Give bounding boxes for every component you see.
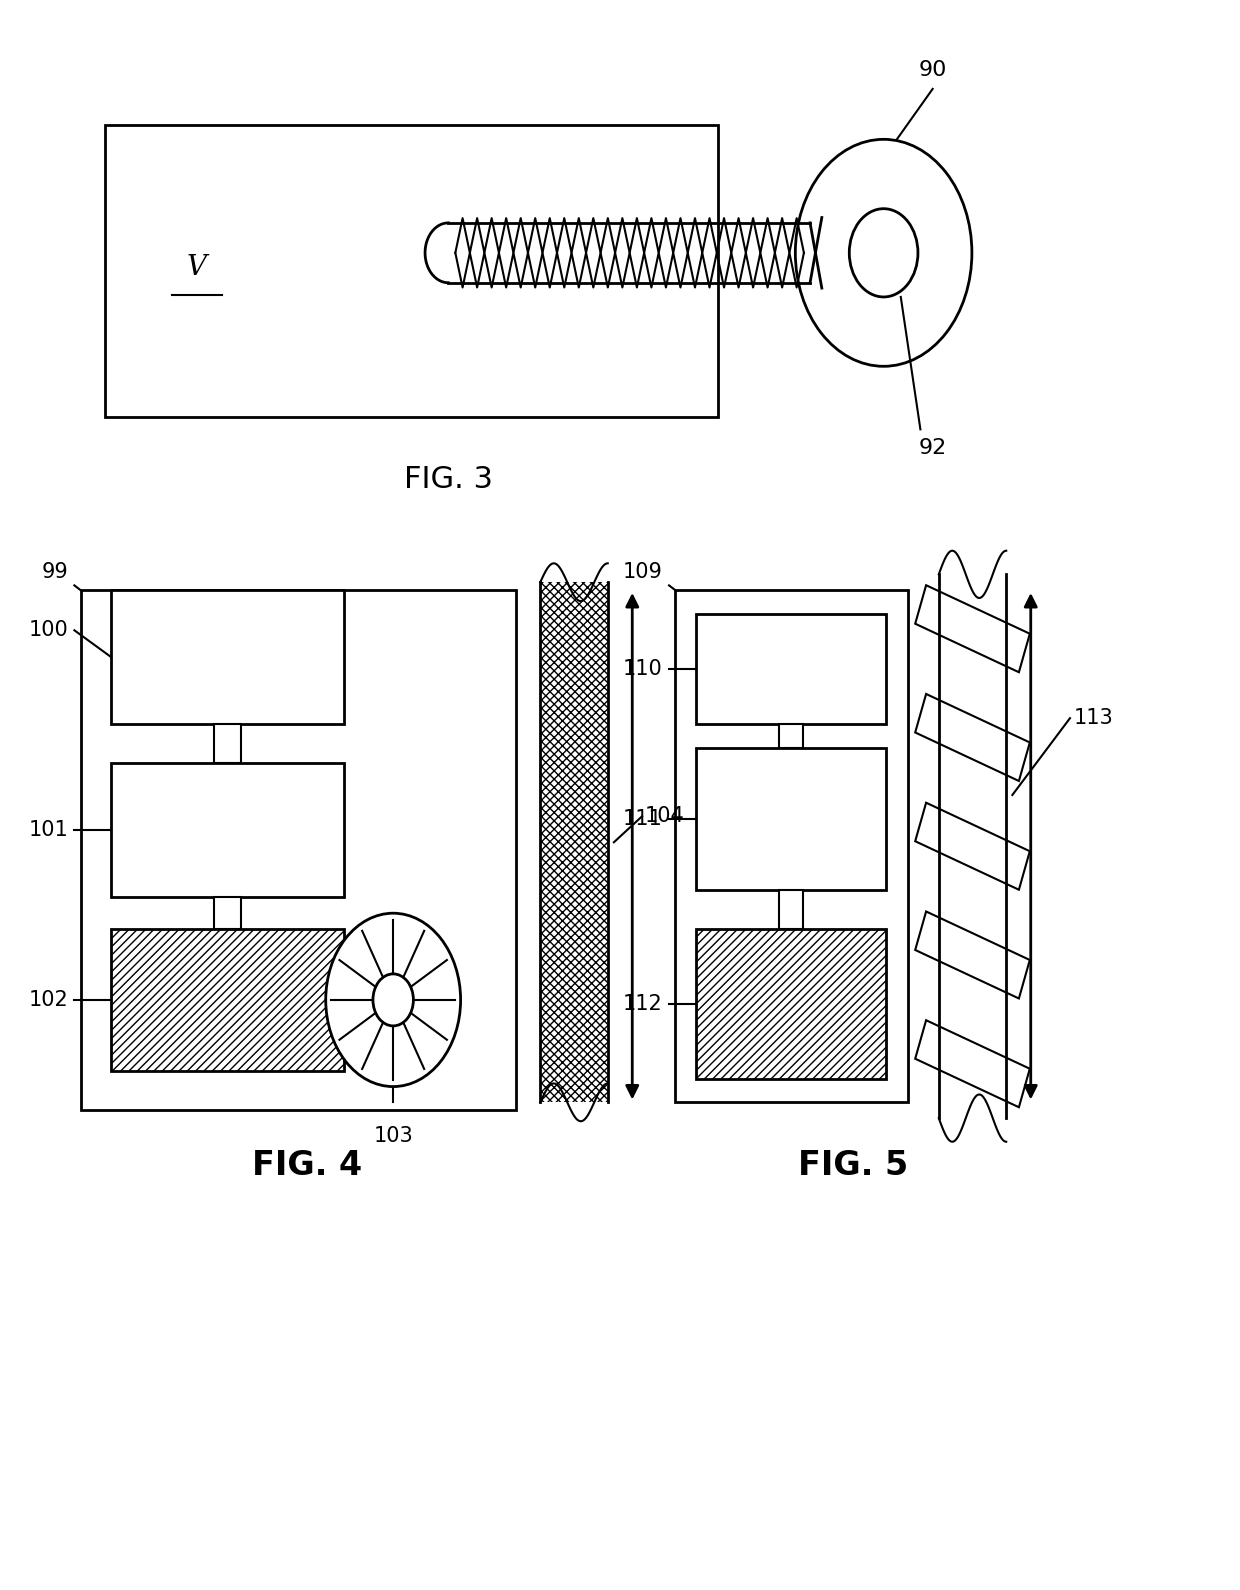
Circle shape (373, 975, 413, 1026)
Text: 102: 102 (29, 991, 68, 1010)
Text: V: V (187, 253, 207, 280)
Text: 103: 103 (373, 1126, 413, 1146)
Polygon shape (915, 585, 1029, 673)
Bar (675, 590, 908, 1102)
Circle shape (326, 913, 460, 1086)
Text: 101: 101 (29, 820, 68, 841)
Text: FIG. 5: FIG. 5 (797, 1150, 908, 1181)
Bar (215, 897, 241, 929)
Bar (779, 723, 804, 747)
Text: 110: 110 (624, 658, 663, 679)
Text: 90: 90 (919, 60, 947, 80)
Text: 111: 111 (624, 809, 663, 828)
Bar (112, 929, 345, 1070)
Bar (779, 889, 804, 929)
Bar (541, 582, 608, 1102)
Text: 113: 113 (1074, 708, 1114, 728)
Circle shape (795, 140, 972, 366)
Text: 99: 99 (41, 563, 68, 582)
Text: 100: 100 (29, 620, 68, 641)
Text: 92: 92 (919, 439, 947, 458)
Circle shape (849, 208, 918, 297)
Text: 109: 109 (622, 563, 663, 582)
Bar (215, 723, 241, 763)
Polygon shape (915, 803, 1029, 890)
Polygon shape (915, 911, 1029, 999)
Text: FIG. 3: FIG. 3 (404, 466, 492, 494)
Bar (81, 590, 516, 1110)
Bar (696, 929, 887, 1078)
Bar (696, 614, 887, 723)
Text: 112: 112 (624, 994, 663, 1014)
Text: FIG. 4: FIG. 4 (252, 1150, 362, 1181)
Bar (105, 126, 718, 417)
Bar (696, 747, 887, 889)
Bar (112, 763, 345, 897)
Polygon shape (915, 693, 1029, 781)
Polygon shape (915, 1021, 1029, 1107)
Bar (112, 590, 345, 723)
Text: 104: 104 (645, 806, 684, 827)
